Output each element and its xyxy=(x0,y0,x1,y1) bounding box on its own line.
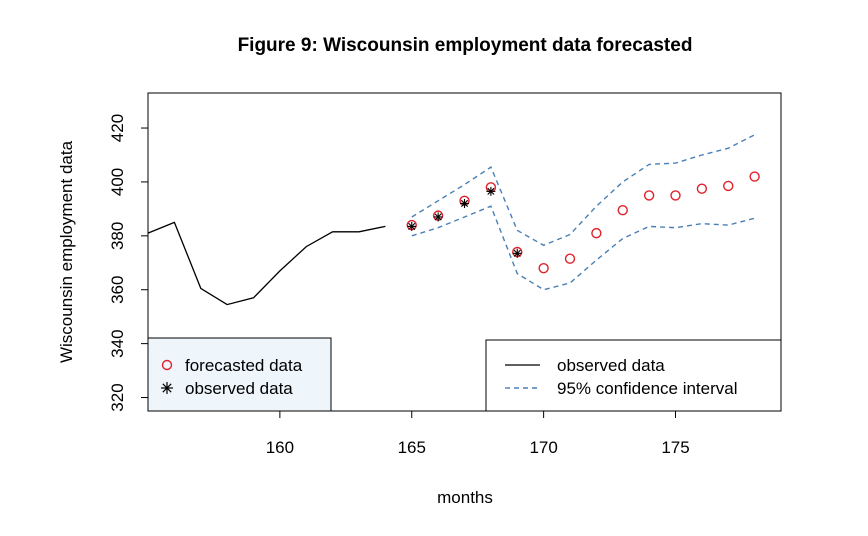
legend-right-box xyxy=(485,339,782,412)
legend-right: observed data 95% confidence interval xyxy=(485,339,782,412)
y-axis-label: Wiscounsin employment data xyxy=(57,140,76,363)
forecast-point xyxy=(643,190,655,201)
x-axis-label: months xyxy=(437,488,493,507)
confidence-lower-line xyxy=(411,205,755,291)
forecast-point xyxy=(696,183,708,194)
x-tick-label: 165 xyxy=(398,438,426,457)
forecast-point xyxy=(749,171,760,182)
x-tick-label: 170 xyxy=(529,438,557,457)
y-tick-label: 420 xyxy=(108,114,127,142)
observed-point xyxy=(460,198,469,208)
confidence-upper-line xyxy=(411,134,755,247)
observed-point xyxy=(433,212,443,222)
y-tick-label: 340 xyxy=(108,329,127,357)
forecast-point xyxy=(723,180,734,192)
legend-observed-points-label: observed data xyxy=(185,379,293,398)
legend-left-box xyxy=(147,337,332,412)
legend-observed-line-label: observed data xyxy=(557,356,665,375)
y-tick-label: 320 xyxy=(108,383,127,411)
observed-data-line xyxy=(147,221,386,306)
chart-title: Figure 9: Wiscounsin employment data for… xyxy=(238,35,693,56)
legend-forecasted-label: forecasted data xyxy=(185,356,303,375)
observed-point xyxy=(512,248,522,258)
forecast-point xyxy=(564,253,576,264)
observed-point xyxy=(407,221,417,231)
y-tick-label: 400 xyxy=(108,168,127,196)
legend-confidence-label: 95% confidence interval xyxy=(557,379,738,398)
observed-point xyxy=(486,186,496,196)
y-tick-label: 380 xyxy=(108,222,127,250)
x-axis: 160 165 170 175 xyxy=(266,411,690,457)
forecast-point xyxy=(670,190,681,201)
legend-circle-symbol xyxy=(161,359,173,371)
x-tick-label: 160 xyxy=(266,438,294,457)
legend-left: forecasted data observed data xyxy=(147,337,332,412)
plot-frame xyxy=(147,92,782,412)
x-tick-label: 175 xyxy=(661,438,689,457)
plot-area xyxy=(147,134,760,306)
legend-star-symbol xyxy=(161,382,173,394)
forecast-point xyxy=(617,205,628,216)
forecast-point xyxy=(538,262,549,274)
y-axis: 320 340 360 380 400 420 xyxy=(108,114,148,412)
forecast-point xyxy=(591,227,602,239)
y-tick-label: 360 xyxy=(108,276,127,304)
